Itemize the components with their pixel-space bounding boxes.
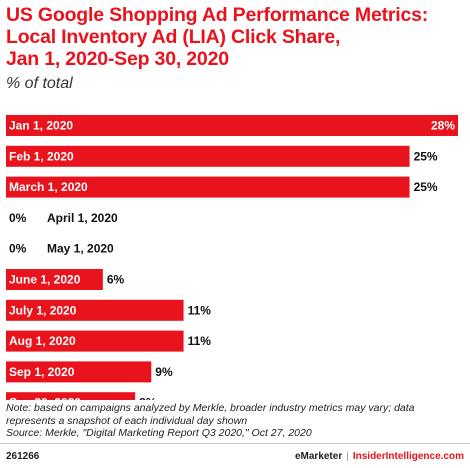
category-label-sep-30-2020: Sep 30, 2020 <box>9 396 81 400</box>
title-line-2: Local Inventory Ad (LIA) Click Share, <box>6 26 341 48</box>
note-text: Note: based on campaigns analyzed by Mer… <box>6 402 415 427</box>
bar-aug-1-2020 <box>6 330 184 352</box>
footer-divider <box>0 443 470 444</box>
category-label-july-1-2020: July 1, 2020 <box>9 303 77 317</box>
value-label-june-1-2020: 6% <box>107 273 125 287</box>
source-text: Source: Merkle, "Digital Marketing Repor… <box>6 427 312 439</box>
chart-id: 261266 <box>6 451 40 462</box>
brand-insider-intelligence: InsiderIntelligence.com <box>352 451 464 462</box>
bar-sep-1-2020 <box>6 361 152 383</box>
bar-chart: Jan 1, 2020 28% Feb 1, 2020 25% March 1, 202… <box>6 115 458 400</box>
value-label-sep-1-2020: 9% <box>155 365 173 379</box>
bar-march-1-2020 <box>6 176 410 198</box>
category-label-march-1-2020: March 1, 2020 <box>9 180 88 194</box>
category-label-aug-1-2020: Aug 1, 2020 <box>9 334 76 348</box>
value-label-aug-1-2020: 11% <box>188 334 212 348</box>
value-label-sep-30-2020: 8% <box>139 396 157 400</box>
brand-emarketer: eMarketer <box>294 451 343 462</box>
category-label-sep-1-2020: Sep 1, 2020 <box>9 365 75 379</box>
bar-june-1-2020 <box>6 269 103 290</box>
value-label-july-1-2020: 11% <box>188 303 212 317</box>
bar-jan-1-2020 <box>6 115 458 136</box>
value-label-feb-1-2020: 25% <box>414 149 438 163</box>
title-line-1: US Google Shopping Ad Performance Metric… <box>6 4 429 26</box>
footer-brand: eMarketer | InsiderIntelligence.com <box>295 451 464 462</box>
value-label-march-1-2020: 25% <box>414 180 438 194</box>
title-line-3: Jan 1, 2020-Sep 30, 2020 <box>6 48 229 70</box>
chart-title: US Google Shopping Ad Performance Metric… <box>6 4 464 70</box>
category-label-june-1-2020: June 1, 2020 <box>9 273 81 287</box>
category-label-jan-1-2020: Jan 1, 2020 <box>9 119 73 133</box>
bar-feb-1-2020 <box>6 145 410 167</box>
category-label-april-1-2020: April 1, 2020 <box>47 211 118 225</box>
bar-sep-30-2020 <box>6 392 136 400</box>
value-label-april-1-2020: 0% <box>9 211 27 225</box>
brand-separator: | <box>346 451 349 462</box>
value-label-jan-1-2020: 28% <box>431 119 455 133</box>
category-label-may-1-2020: May 1, 2020 <box>47 242 114 256</box>
value-label-may-1-2020: 0% <box>9 242 27 256</box>
bar-july-1-2020 <box>6 299 184 321</box>
chart-notes: Note: based on campaigns analyzed by Mer… <box>6 402 466 440</box>
category-label-feb-1-2020: Feb 1, 2020 <box>9 149 74 163</box>
chart-subtitle: % of total <box>6 75 73 92</box>
